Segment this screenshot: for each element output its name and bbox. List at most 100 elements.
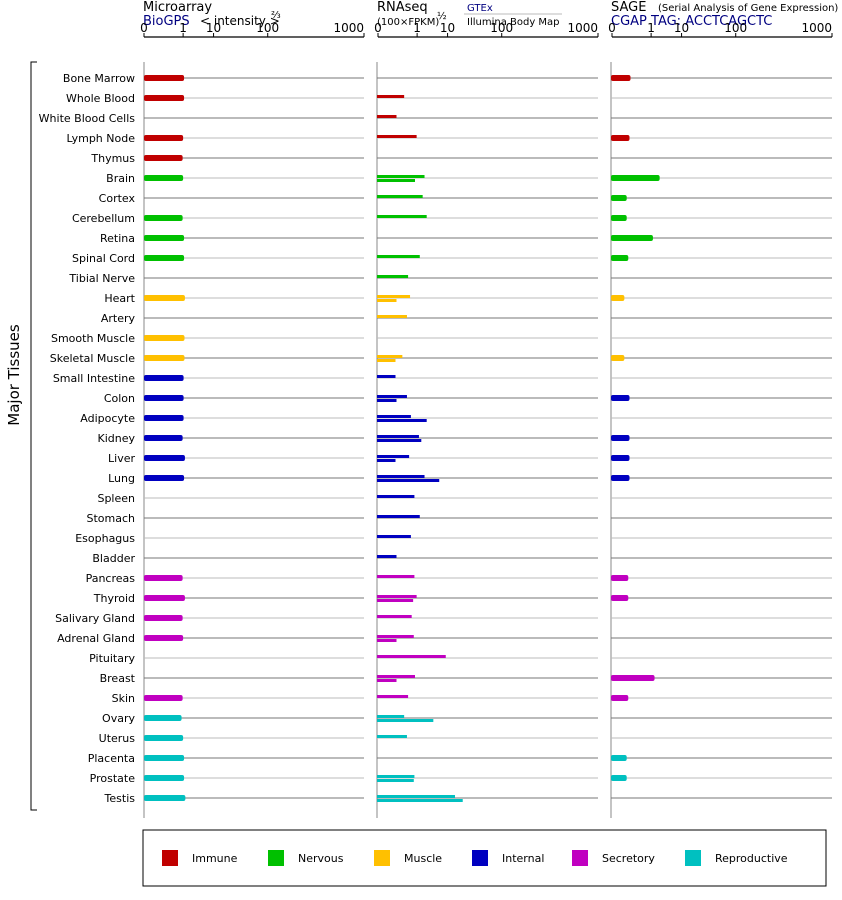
microarray-bar (144, 95, 185, 101)
rnaseq-bar-gtex (377, 275, 409, 278)
microarray-source: BioGPS (143, 14, 190, 29)
tissue-label: Heart (104, 292, 135, 305)
rnaseq-bar-gtex (377, 595, 417, 598)
sage-bar (611, 295, 625, 301)
rnaseq-tick-label: 1000 (567, 21, 598, 35)
sage-bar (611, 355, 625, 361)
rnaseq-bar-gtex (377, 635, 414, 638)
tissue-label: Adrenal Gland (57, 632, 135, 645)
sage-bar (611, 575, 629, 581)
sage-bar (611, 255, 629, 261)
sage-bar (611, 395, 630, 401)
bars-layer (144, 75, 660, 802)
legend-label-immune: Immune (192, 852, 238, 865)
rnaseq-bar-gtex (377, 115, 397, 118)
microarray-bar (144, 635, 184, 641)
microarray-bar (144, 75, 185, 81)
legend-label-internal: Internal (502, 852, 544, 865)
legend-swatch-internal (472, 850, 488, 866)
rnaseq-bar-gtex (377, 255, 420, 258)
tissue-label: Lymph Node (66, 132, 135, 145)
rnaseq-bar-illumina (377, 439, 422, 442)
tissue-label: Tibial Nerve (68, 272, 135, 285)
microarray-bar (144, 575, 183, 581)
tissue-label: White Blood Cells (39, 112, 136, 125)
rnaseq-bar-gtex (377, 535, 411, 538)
microarray-bar (144, 395, 184, 401)
tissue-label: Placenta (88, 752, 135, 765)
sage-bar (611, 215, 627, 221)
sage-bar (611, 135, 630, 141)
rnaseq-bar-illumina (377, 399, 397, 402)
legend-swatch-reproductive (685, 850, 701, 866)
tissue-label: Breast (100, 672, 136, 685)
rnaseq-bar-illumina (377, 719, 434, 722)
rnaseq-bar-gtex (377, 555, 397, 558)
rnaseq-bar-gtex (377, 355, 403, 358)
legend-box (142, 829, 827, 887)
tissue-label: Small Intestine (53, 372, 135, 385)
sage-bar (611, 595, 629, 601)
tissue-label: Thyroid (93, 592, 135, 605)
microarray-bar (144, 335, 185, 341)
rnaseq-bar-illumina (377, 299, 397, 302)
microarray-bar (144, 595, 185, 601)
sage-tick-label: 10 (674, 21, 689, 35)
legend-swatch-muscle (374, 850, 390, 866)
tissue-group-bracket (30, 61, 37, 811)
microarray-tick-label: 1000 (333, 21, 364, 35)
rnaseq-units-exponent: ½ (437, 10, 447, 22)
rnaseq-bar-illumina (377, 599, 414, 602)
legend-swatch-immune (162, 850, 178, 866)
tissue-label: Testis (104, 792, 136, 805)
tissue-label: Skeletal Muscle (50, 352, 135, 365)
microarray-bar (144, 475, 185, 481)
sage-bar (611, 755, 627, 761)
sage-subtitle: (Serial Analysis of Gene Expression) (658, 3, 838, 14)
rnaseq-bar-gtex (377, 675, 415, 678)
sage-tick-label: 1 (647, 21, 655, 35)
legend-layer: Immune Nervous Muscle Internal Secretory Repr… (162, 850, 788, 866)
rnaseq-bar-gtex (377, 135, 417, 138)
rnaseq-bar-illumina (377, 359, 396, 362)
sage-bar (611, 455, 630, 461)
microarray-units-exponent: ⅔ (271, 10, 281, 21)
tissue-label: Kidney (97, 432, 135, 445)
rnaseq-bar-illumina (377, 479, 440, 482)
tissue-label: Lung (108, 472, 135, 485)
tissue-label: Bladder (92, 552, 135, 565)
sage-tick-label: 100 (724, 21, 747, 35)
microarray-bar (144, 135, 184, 141)
tissue-label: Esophagus (75, 532, 135, 545)
tissue-label: Stomach (86, 512, 135, 525)
rnaseq-bar-illumina (377, 679, 397, 682)
tissue-label: Brain (106, 172, 135, 185)
rnaseq-units: (100×FPKM) (377, 17, 439, 28)
rnaseq-bar-gtex (377, 575, 415, 578)
rnaseq-bar-gtex (377, 395, 407, 398)
microarray-title: Microarray (143, 0, 212, 15)
rnaseq-bar-gtex (377, 735, 407, 738)
rnaseq-bar-gtex (377, 715, 405, 718)
rnaseq-tick-label: 10 (440, 21, 455, 35)
rnaseq-bar-gtex (377, 495, 415, 498)
rnaseq-source-gtex: GTEx (467, 3, 493, 14)
sage-title: SAGE (611, 0, 646, 15)
rnaseq-title: RNAseq (377, 0, 428, 15)
rnaseq-bar-illumina (377, 639, 397, 642)
sage-tick-label: 0 (608, 21, 616, 35)
rnaseq-bar-gtex (377, 615, 412, 618)
microarray-bar (144, 415, 184, 421)
microarray-tick-label: 1 (179, 21, 187, 35)
rnaseq-tick-label: 1 (413, 21, 421, 35)
tissue-label: Bone Marrow (63, 72, 135, 85)
rnaseq-bar-illumina (377, 779, 414, 782)
sage-bar (611, 235, 653, 241)
rnaseq-source-illumina: Illumina Body Map (467, 17, 560, 28)
rnaseq-bar-gtex (377, 695, 409, 698)
microarray-bar (144, 435, 183, 441)
tissue-label: Uterus (99, 732, 136, 745)
sage-source: CGAP TAG: ACCTCAGCTC (611, 14, 772, 29)
sage-bar (611, 475, 630, 481)
